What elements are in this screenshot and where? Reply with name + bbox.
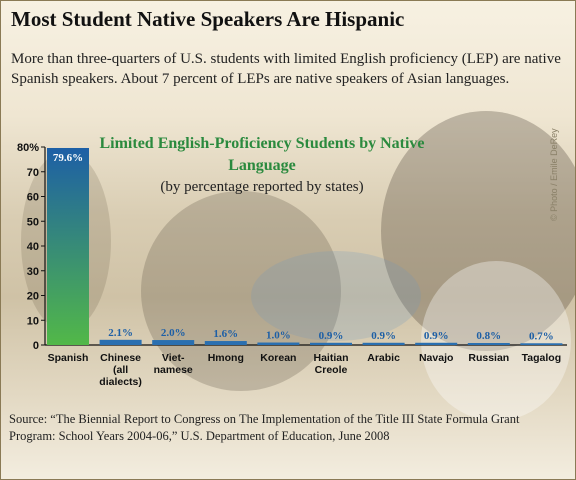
y-tick-label: 20: [27, 291, 39, 303]
value-label: 1.6%: [213, 328, 238, 340]
bar-spanish: [47, 147, 89, 345]
category-label: namese: [154, 364, 193, 376]
value-label: 0.9%: [319, 330, 344, 342]
bar-chinese-all-dialects: [99, 339, 142, 345]
bar-hmong: [204, 341, 247, 345]
value-label: 2.0%: [161, 327, 186, 339]
chart-subtitle: (by percentage reported by states): [160, 179, 364, 195]
category-label: Spanish: [48, 352, 89, 364]
value-label: 79.6%: [53, 152, 83, 164]
y-tick-label: 30: [27, 266, 39, 278]
photo-credit: © Photo / Emile DeRey: [549, 128, 559, 221]
source-note: Source: “The Biennial Report to Congress…: [9, 412, 520, 443]
background-photo-shape: [141, 191, 341, 391]
category-label: Viet-: [162, 352, 185, 364]
category-label: Arabic: [367, 352, 400, 364]
background-photo-shape: [381, 111, 575, 351]
y-tick-label: 40: [27, 241, 39, 253]
category-label: Russian: [468, 352, 509, 364]
background-photo-shape: [251, 251, 421, 341]
category-label: Korean: [260, 352, 296, 364]
y-tick-label: 50: [27, 216, 39, 228]
category-label: dialects): [99, 376, 142, 388]
value-label: 0.9%: [371, 330, 396, 342]
category-label: Creole: [315, 364, 348, 376]
y-tick-label: 60: [27, 192, 39, 204]
bar-haitian-creole: [310, 342, 352, 345]
page-subtitle: More than three-quarters of U.S. student…: [11, 51, 561, 87]
page-title: Most Student Native Speakers Are Hispani…: [11, 7, 405, 31]
y-tick-label: 80%: [17, 142, 39, 154]
value-label: 0.9%: [424, 330, 449, 342]
bar-korean: [257, 342, 300, 345]
category-label: Haitian: [313, 352, 348, 364]
value-label: 1.0%: [266, 330, 291, 342]
background-photo-shape: [421, 261, 571, 421]
category-label: Navajo: [419, 352, 453, 364]
bar-tagalog: [520, 343, 563, 345]
bar-russian: [467, 343, 510, 345]
category-label: Chinese: [100, 352, 141, 364]
category-label: Hmong: [208, 352, 244, 364]
value-label: 0.8%: [476, 330, 501, 342]
y-tick-label: 10: [27, 315, 39, 327]
bar-navajo: [415, 342, 458, 345]
chart-title: Limited English-Proficiency Students by …: [99, 135, 425, 174]
y-tick-label: 0: [33, 340, 39, 352]
bar-arabic: [362, 342, 405, 345]
y-tick-label: 70: [27, 167, 39, 179]
category-label: (all: [113, 364, 128, 376]
value-label: 2.1%: [108, 327, 133, 339]
value-label: 0.7%: [529, 330, 554, 342]
category-label: Tagalog: [522, 352, 561, 364]
bar-vietnamese: [152, 340, 195, 345]
